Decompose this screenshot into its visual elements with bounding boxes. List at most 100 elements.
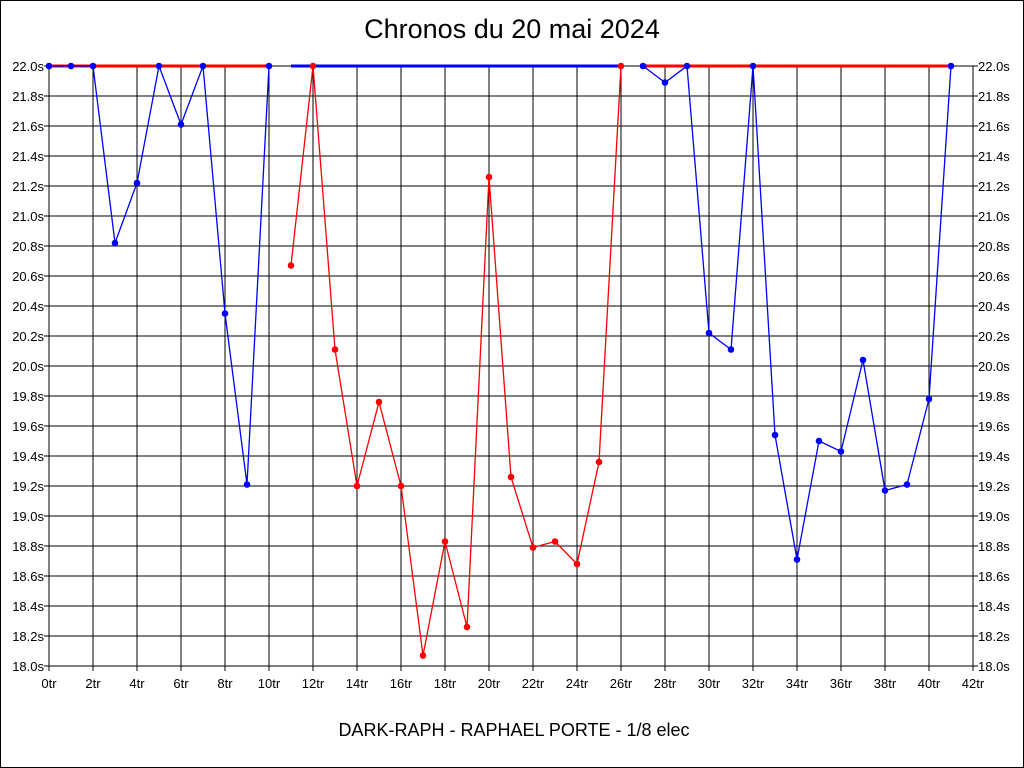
data-point	[485, 173, 493, 181]
data-point	[793, 556, 801, 563]
x-tick-label: 0tr	[41, 676, 57, 691]
data-point	[529, 544, 537, 551]
series-line	[290, 65, 622, 656]
y-tick-label-left: 20.4s	[12, 299, 44, 314]
chart-footer: DARK-RAPH - RAPHAEL PORTE - 1/8 elec	[338, 720, 690, 740]
x-tick-label: 40tr	[918, 676, 941, 691]
y-tick-label-left: 20.6s	[12, 269, 44, 284]
data-point	[353, 482, 361, 490]
x-tick-label: 42tr	[962, 676, 985, 691]
data-point	[771, 431, 779, 439]
tick-labels: 0tr 2tr 4tr 6tr 8tr 10tr 12tr 14tr 16tr 18tr 20tr 2…	[12, 59, 1010, 691]
data-point	[815, 437, 823, 445]
y-tick-label-right: 21.8s	[978, 89, 1010, 104]
data-point	[551, 538, 559, 545]
data-point	[221, 310, 229, 317]
x-tick-label: 14tr	[346, 676, 369, 691]
x-tick-label: 26tr	[610, 676, 633, 691]
series-line	[49, 63, 270, 485]
y-tick-label-left: 18.0s	[12, 659, 44, 674]
x-tick-label: 8tr	[217, 676, 233, 691]
y-tick-label-left: 21.0s	[12, 209, 44, 224]
data-point	[947, 62, 955, 70]
y-tick-label-left: 21.4s	[12, 149, 44, 164]
data-point	[661, 79, 669, 86]
y-tick-label-right: 19.6s	[978, 419, 1010, 434]
data-point	[133, 179, 141, 187]
y-tick-label-left: 20.2s	[12, 329, 44, 344]
data-point	[463, 623, 471, 631]
y-tick-label-right: 20.8s	[978, 239, 1010, 254]
y-tick-label-left: 18.4s	[12, 599, 44, 614]
series-group	[45, 62, 955, 659]
x-tick-label: 22tr	[522, 676, 545, 691]
x-tick-label: 20tr	[478, 676, 501, 691]
y-tick-label-left: 18.8s	[12, 539, 44, 554]
data-point	[111, 239, 119, 247]
x-tick-label: 6tr	[173, 676, 189, 691]
x-tick-label: 30tr	[698, 676, 721, 691]
y-tick-label-right: 18.8s	[978, 539, 1010, 554]
y-tick-label-right: 20.0s	[978, 359, 1010, 374]
y-tick-label-right: 22.0s	[978, 59, 1010, 74]
y-tick-label-left: 19.0s	[12, 509, 44, 524]
data-point	[199, 62, 207, 70]
data-point	[573, 560, 581, 568]
y-tick-label-right: 21.2s	[978, 179, 1010, 194]
data-point	[727, 346, 735, 353]
data-point	[903, 481, 911, 488]
x-tick-label: 28tr	[654, 676, 677, 691]
data-point	[705, 329, 713, 337]
y-tick-label-right: 18.4s	[978, 599, 1010, 614]
y-tick-label-left: 18.2s	[12, 629, 44, 644]
data-point	[859, 356, 867, 364]
y-tick-label-right: 19.4s	[978, 449, 1010, 464]
y-tick-label-right: 21.6s	[978, 119, 1010, 134]
y-tick-label-left: 19.8s	[12, 389, 44, 404]
x-tick-label: 24tr	[566, 676, 589, 691]
y-tick-label-right: 19.0s	[978, 509, 1010, 524]
x-tick-label: 18tr	[434, 676, 457, 691]
data-point	[265, 62, 273, 70]
data-point	[287, 262, 295, 269]
data-point	[397, 482, 405, 490]
y-tick-label-left: 20.0s	[12, 359, 44, 374]
data-point	[749, 62, 757, 70]
y-tick-label-right: 19.2s	[978, 479, 1010, 494]
data-point	[45, 62, 53, 70]
y-tick-label-right: 20.2s	[978, 329, 1010, 344]
y-tick-label-left: 19.6s	[12, 419, 44, 434]
data-point	[925, 395, 933, 403]
chart-title: Chronos du 20 mai 2024	[364, 14, 660, 44]
grid	[44, 65, 978, 671]
x-tick-label: 32tr	[742, 676, 765, 691]
x-tick-label: 10tr	[258, 676, 281, 691]
x-tick-label: 36tr	[830, 676, 853, 691]
y-tick-label-left: 19.4s	[12, 449, 44, 464]
x-tick-label: 34tr	[786, 676, 809, 691]
x-tick-label: 12tr	[302, 676, 325, 691]
data-point	[683, 62, 691, 70]
y-tick-label-right: 19.8s	[978, 389, 1010, 404]
x-tick-label: 4tr	[129, 676, 145, 691]
y-tick-label-right: 20.6s	[978, 269, 1010, 284]
y-tick-label-right: 21.0s	[978, 209, 1010, 224]
data-point	[309, 62, 317, 70]
data-point	[507, 473, 515, 481]
y-tick-label-right: 18.2s	[978, 629, 1010, 644]
data-point	[881, 487, 889, 494]
y-tick-label-right: 20.4s	[978, 299, 1010, 314]
y-tick-label-right: 18.0s	[978, 659, 1010, 674]
y-tick-label-left: 18.6s	[12, 569, 44, 584]
data-point	[617, 62, 625, 70]
x-tick-label: 38tr	[874, 676, 897, 691]
y-tick-label-left: 19.2s	[12, 479, 44, 494]
y-tick-label-right: 18.6s	[978, 569, 1010, 584]
data-point	[177, 121, 185, 128]
x-tick-label: 2tr	[85, 676, 101, 691]
data-point	[375, 398, 383, 406]
y-tick-label-left: 21.8s	[12, 89, 44, 104]
y-tick-label-left: 21.2s	[12, 179, 44, 194]
